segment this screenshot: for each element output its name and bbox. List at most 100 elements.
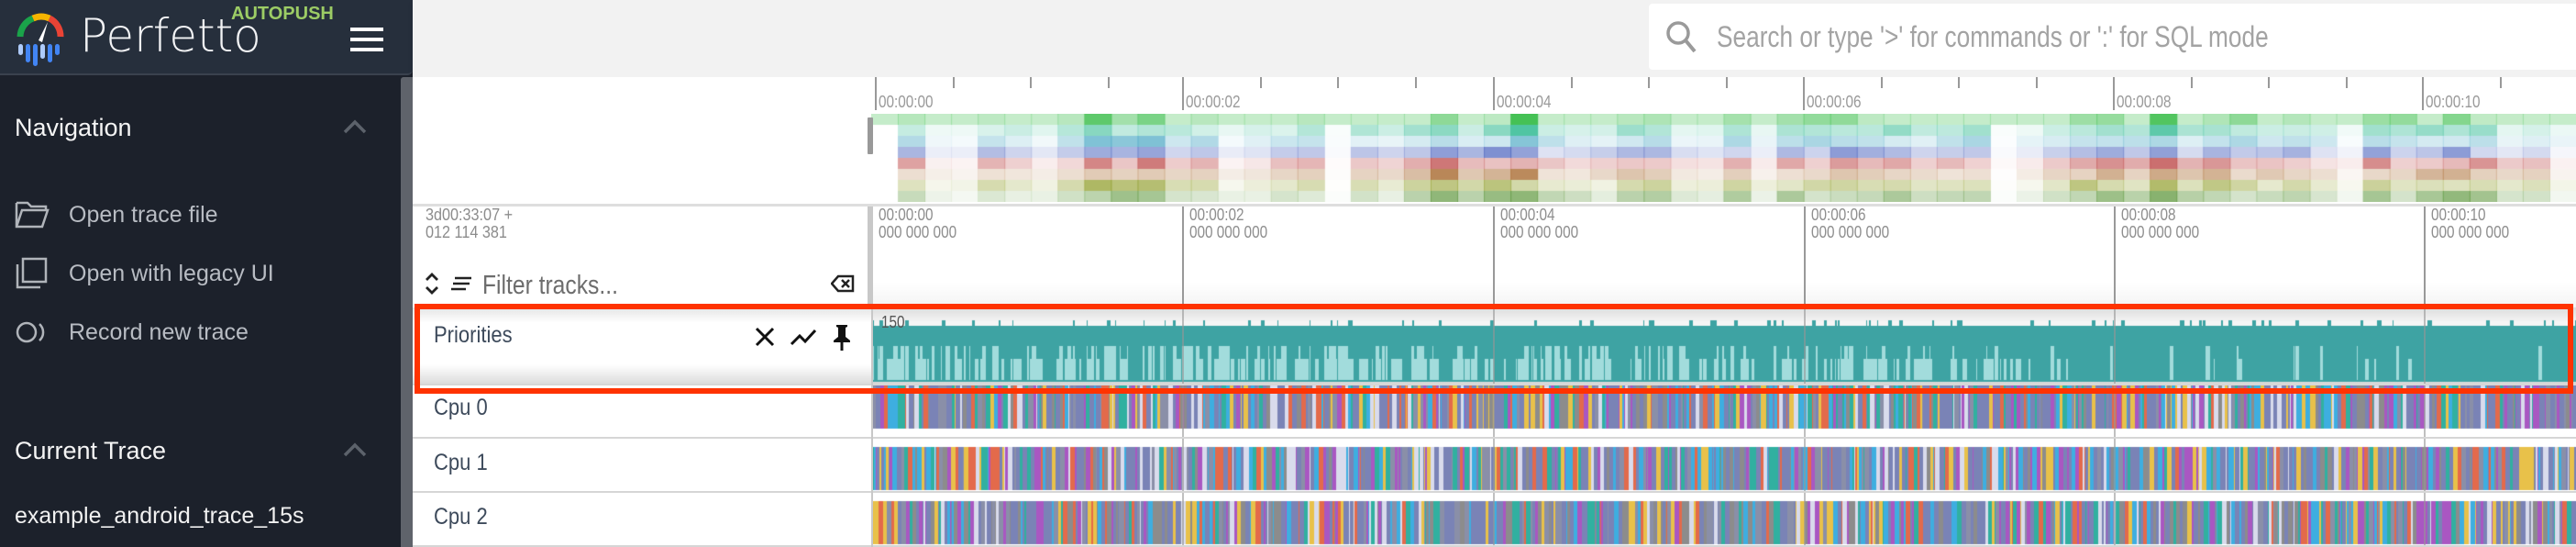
time-offset-line1: 3d00:33:07 +: [426, 206, 514, 224]
overview-time-label: 00:00:02: [1186, 93, 1241, 111]
overview-minor-tick: [952, 77, 955, 88]
omnibox[interactable]: [1649, 4, 2576, 70]
axis-time-label: 00:00:06 000 000 000: [1811, 206, 1890, 241]
topbar: [413, 0, 2576, 77]
grid-line: [2114, 307, 2116, 384]
axis-time-label: 00:00:10 000 000 000: [2431, 206, 2510, 241]
axis-tick: [1182, 207, 1184, 307]
grid-line: [1182, 307, 1184, 384]
grid-line: [2424, 439, 2426, 491]
time-offset-line2: 012 114 381: [426, 223, 507, 241]
overview-minor-tick: [2190, 77, 2193, 88]
priorities-chart[interactable]: [873, 307, 2576, 384]
close-icon[interactable]: [750, 322, 779, 352]
grid-line: [1493, 385, 1495, 437]
sidebar-item-open-with-legacy-ui[interactable]: Open with legacy UI: [15, 255, 274, 292]
track-name: Cpu 0: [434, 395, 488, 420]
axis-tick: [1493, 207, 1495, 307]
axis-tick: [2114, 207, 2116, 307]
show-chart-icon[interactable]: [789, 322, 818, 352]
sidebar-item-label: Record new trace: [69, 318, 249, 345]
grid-line: [2114, 493, 2116, 545]
overview-divider[interactable]: [413, 204, 2576, 207]
track-shell-priorities[interactable]: Priorities: [413, 307, 871, 385]
section-title-navigation: Navigation: [15, 114, 132, 141]
sidebar-scrollbar[interactable]: [401, 77, 413, 547]
expand-collapse-icon[interactable]: [424, 271, 440, 301]
axis-time-label: 00:00:02 000 000 000: [1189, 206, 1268, 241]
omnibox-input[interactable]: [1717, 19, 2469, 54]
track-name: Cpu 1: [434, 450, 488, 475]
cpu-2-slices[interactable]: [873, 493, 2576, 545]
track-shell-cpu-1[interactable]: Cpu 1: [413, 439, 871, 493]
channel-badge: AUTOPUSH: [231, 4, 334, 24]
overview-minor-tick: [2499, 77, 2502, 88]
overview-minor-tick: [2345, 77, 2348, 88]
overview-minor-tick: [1030, 77, 1032, 88]
track-name: Priorities: [434, 322, 513, 348]
filter-tracks-input[interactable]: [482, 270, 763, 301]
time-offset: 3d00:33:07 + 012 114 381: [426, 207, 513, 241]
grid-line: [2424, 385, 2426, 437]
overview-minor-tick: [2268, 77, 2270, 88]
section-title-current-trace: Current Trace: [15, 437, 167, 464]
hamburger-icon[interactable]: [350, 28, 383, 51]
track-filter: [424, 267, 864, 304]
sidebar-item-label: Open with legacy UI: [69, 260, 274, 286]
cpu-1-slices[interactable]: [873, 439, 2576, 491]
clear-filter-icon[interactable]: [830, 274, 855, 297]
grid-line: [1182, 439, 1184, 491]
overview-minor-tick: [1570, 77, 1573, 88]
overview-major-tick: [2113, 77, 2115, 110]
filter-list-icon: [451, 276, 471, 296]
app-title: Perfetto: [80, 9, 261, 62]
overview-time-label: 00:00:10: [2426, 93, 2481, 111]
grid-line: [1493, 439, 1495, 491]
sidebar-item-label: Open trace file: [69, 201, 218, 228]
overview-minor-tick: [2035, 77, 2038, 88]
track-content-cpu-2[interactable]: [873, 493, 2576, 547]
chevron-up-icon[interactable]: [343, 119, 367, 134]
track-content-cpu-1[interactable]: [873, 439, 2576, 493]
time-axis[interactable]: 00:00:00 000 000 000 00:00:02 000 000 000 00…: [871, 207, 2576, 307]
overview-drag-handle[interactable]: [868, 117, 873, 154]
overview-minor-tick: [1880, 77, 1883, 88]
overview-minor-tick: [1259, 77, 1262, 88]
track-shell-cpu-0[interactable]: Cpu 0: [413, 385, 871, 439]
overview-major-tick: [875, 77, 877, 110]
sidebar-item-open-trace-file[interactable]: Open trace file: [15, 196, 218, 233]
overview-time-label: 00:00:00: [879, 93, 934, 111]
cpu-usage-heatmap[interactable]: [871, 114, 2576, 202]
grid-line: [2424, 307, 2426, 384]
grid-line: [1493, 493, 1495, 545]
overview-major-tick: [2422, 77, 2424, 110]
overview-major-tick: [1182, 77, 1184, 110]
overview-minor-tick: [1958, 77, 1960, 88]
filter-none-icon: [15, 255, 51, 292]
axis-time-label: 00:00:00 000 000 000: [879, 206, 957, 241]
pin-icon[interactable]: [827, 322, 857, 352]
overview-major-tick: [1803, 77, 1805, 110]
grid-line: [1804, 439, 1806, 491]
track-name: Cpu 2: [434, 504, 488, 530]
grid-line: [1182, 385, 1184, 437]
perfetto-logo-icon: [15, 11, 66, 66]
time-axis-left: 3d00:33:07 + 012 114 381: [413, 207, 871, 307]
overview-time-label: 00:00:04: [1497, 93, 1552, 111]
overview-time-label: 00:00:08: [2117, 93, 2172, 111]
overview-minor-tick: [1648, 77, 1650, 88]
overview-minor-tick: [1414, 77, 1417, 88]
chevron-up-icon[interactable]: [343, 442, 367, 457]
track-content-priorities[interactable]: 150: [873, 307, 2576, 385]
overview-timeline[interactable]: 00:00:00 00:00:02 00:00:04 00:00:06 00:00:08…: [871, 77, 2576, 204]
overview-time-label: 00:00:06: [1807, 93, 1862, 111]
track-content-cpu-0[interactable]: [873, 385, 2576, 439]
overview-major-tick: [1493, 77, 1495, 110]
grid-line: [1804, 307, 1806, 384]
grid-line: [2114, 385, 2116, 437]
sidebar-item-record-new-trace[interactable]: Record new trace: [15, 314, 249, 351]
cpu-0-slices[interactable]: [873, 385, 2576, 437]
current-trace-name[interactable]: example_android_trace_15s: [15, 503, 304, 529]
overview-minor-tick: [1725, 77, 1728, 88]
track-shell-cpu-2[interactable]: Cpu 2: [413, 493, 871, 547]
